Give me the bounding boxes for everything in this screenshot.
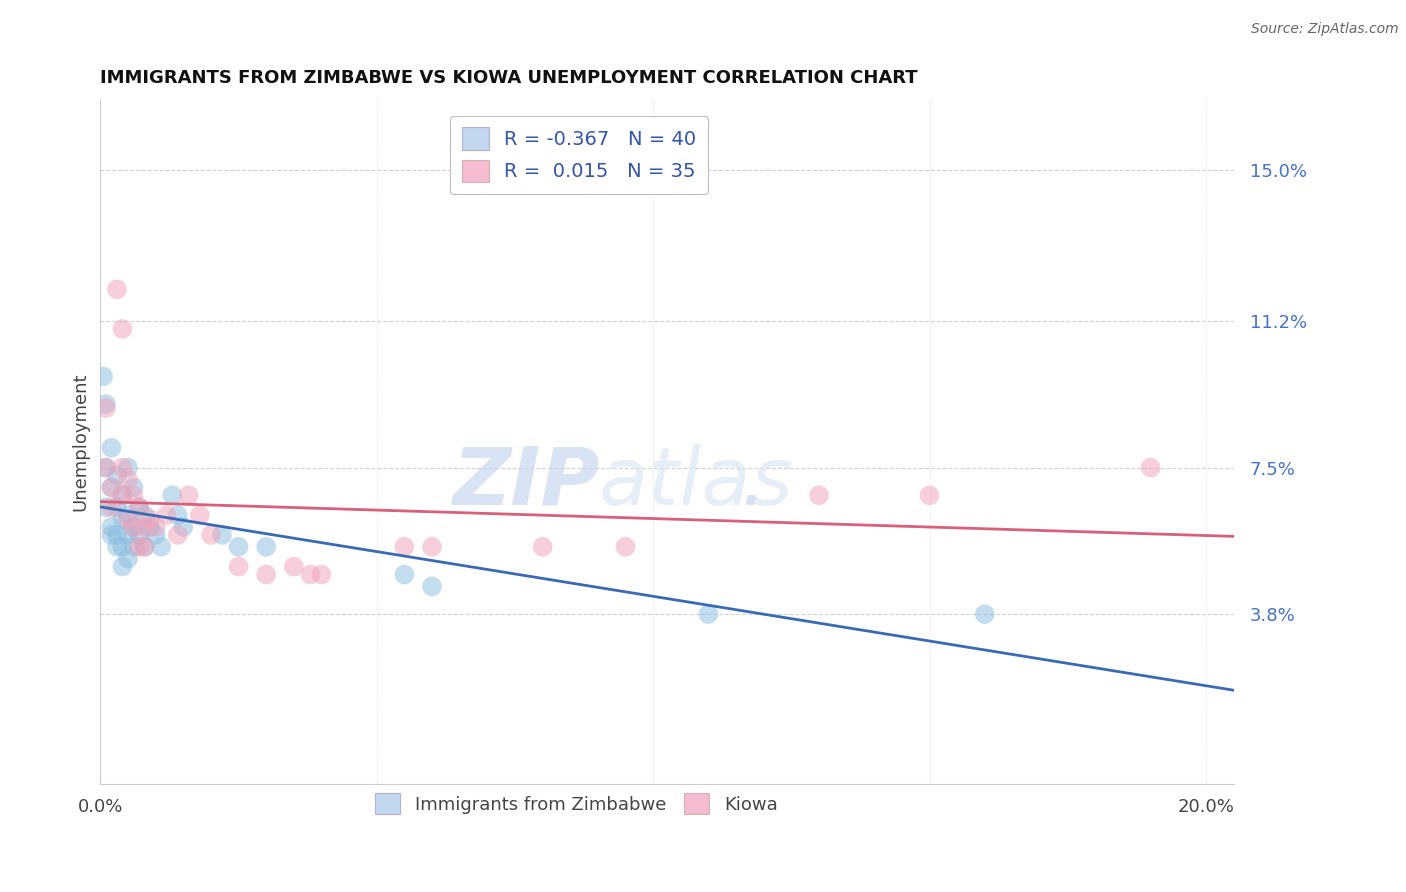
Y-axis label: Unemployment: Unemployment [72, 373, 89, 511]
Point [105, 500, 128, 515]
Point [122, 520, 145, 534]
Point [105, 528, 128, 542]
Point [117, 512, 139, 526]
Text: .: . [741, 444, 766, 522]
Point [111, 488, 134, 502]
Point [145, 528, 167, 542]
Point [228, 540, 250, 554]
Point [111, 559, 134, 574]
Point [91, 369, 114, 384]
Text: ZIP: ZIP [451, 444, 599, 522]
Point [1139, 460, 1161, 475]
Point [117, 551, 139, 566]
Text: IMMIGRANTS FROM ZIMBABWE VS KIOWA UNEMPLOYMENT CORRELATION CHART: IMMIGRANTS FROM ZIMBABWE VS KIOWA UNEMPL… [100, 69, 918, 87]
Point [166, 528, 188, 542]
Point [614, 540, 637, 554]
Point [134, 520, 156, 534]
Point [134, 540, 156, 554]
Point [105, 282, 128, 296]
Point [100, 500, 122, 515]
Point [134, 508, 156, 522]
Text: Source: ZipAtlas.com: Source: ZipAtlas.com [1251, 22, 1399, 37]
Point [311, 567, 333, 582]
Point [150, 540, 173, 554]
Point [122, 488, 145, 502]
Point [531, 540, 554, 554]
Point [139, 520, 162, 534]
Point [299, 567, 322, 582]
Point [128, 528, 150, 542]
Point [94, 460, 117, 475]
Point [111, 460, 134, 475]
Point [100, 441, 122, 455]
Point [160, 488, 183, 502]
Point [117, 508, 139, 522]
Point [100, 520, 122, 534]
Point [200, 528, 222, 542]
Point [228, 559, 250, 574]
Point [156, 508, 179, 522]
Point [172, 520, 194, 534]
Point [254, 540, 277, 554]
Point [918, 488, 941, 502]
Point [420, 540, 443, 554]
Point [254, 567, 277, 582]
Point [128, 540, 150, 554]
Point [128, 500, 150, 515]
Point [122, 520, 145, 534]
Point [973, 607, 995, 621]
Point [128, 500, 150, 515]
Point [111, 540, 134, 554]
Point [94, 401, 117, 416]
Point [94, 500, 117, 515]
Legend: Immigrants from Zimbabwe, Kiowa: Immigrants from Zimbabwe, Kiowa [366, 784, 786, 823]
Text: atlas: atlas [599, 444, 794, 522]
Point [420, 579, 443, 593]
Point [94, 460, 117, 475]
Point [697, 607, 720, 621]
Point [100, 480, 122, 494]
Point [177, 488, 200, 502]
Point [394, 540, 416, 554]
Point [807, 488, 830, 502]
Point [211, 528, 233, 542]
Point [122, 540, 145, 554]
Point [122, 480, 145, 494]
Point [111, 488, 134, 502]
Point [283, 559, 305, 574]
Point [105, 468, 128, 483]
Point [117, 460, 139, 475]
Point [134, 540, 156, 554]
Point [100, 528, 122, 542]
Point [394, 567, 416, 582]
Point [105, 540, 128, 554]
Point [145, 520, 167, 534]
Point [111, 512, 134, 526]
Point [166, 508, 188, 522]
Point [111, 322, 134, 336]
Point [94, 397, 117, 411]
Point [139, 512, 162, 526]
Point [117, 472, 139, 486]
Point [188, 508, 211, 522]
Point [100, 480, 122, 494]
Point [117, 528, 139, 542]
